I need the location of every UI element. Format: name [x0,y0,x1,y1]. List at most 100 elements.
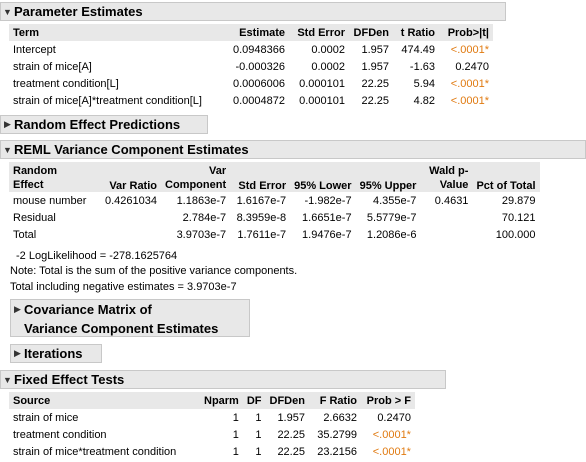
source-cell: strain of mice [13,411,79,424]
estimate-cell: 0.0004872 [233,94,285,107]
prob-cell: 0.2470 [377,411,411,424]
prob-cell: 0.2470 [455,60,489,73]
section-title: Parameter Estimates [14,4,143,19]
column-header[interactable]: Var Ratio [101,162,161,192]
column-header[interactable]: Prob > F [360,392,415,409]
reml-header[interactable]: ▼ REML Variance Component Estimates [0,140,586,159]
covariance-matrix-header[interactable]: ▶ Covariance Matrix of Variance Componen… [10,299,250,337]
dfden-cell: 1.957 [361,60,389,73]
column-header[interactable]: Prob>|t| [439,24,493,41]
table-row: strain of mice*treatment condition 1 1 2… [9,443,415,460]
parameter-estimates-table: Term Estimate Std Error DFDen t Ratio Pr… [9,24,493,109]
var-ratio-cell [101,209,161,226]
column-header[interactable]: 95% Upper [355,162,421,192]
table-row: Total 3.9703e-7 1.7611e-7 1.9476e-7 1.20… [9,226,540,243]
lower-cell: 1.9476e-7 [302,228,352,241]
t-ratio-cell: 474.49 [401,43,435,56]
table-row: Intercept 0.0948366 0.0002 1.957 474.49 … [9,41,493,58]
upper-cell: 5.5779e-7 [366,211,417,224]
term-cell: Intercept [13,43,56,56]
column-header[interactable]: Nparm [200,392,243,409]
table-row: treatment condition 1 1 22.25 35.2799 <.… [9,426,415,443]
column-header[interactable]: Source [9,392,200,409]
estimate-cell: -0.000326 [235,60,285,73]
var-ratio-cell: 0.4261034 [105,194,157,207]
section-title: Random Effect Predictions [14,117,181,132]
column-header[interactable]: DFDen [265,392,309,409]
wald-cell [420,226,472,243]
triangle-right-icon[interactable]: ▶ [4,119,11,129]
estimate-cell: 0.0006006 [233,77,285,90]
pct-cell: 29.879 [501,194,536,207]
fixed-effect-tests-header[interactable]: ▼ Fixed Effect Tests [0,370,446,389]
triangle-down-icon[interactable]: ▼ [3,374,12,385]
column-header[interactable]: Term [9,24,227,41]
var-ratio-cell [101,226,161,243]
upper-cell: 1.2086e-6 [366,228,417,241]
std-error-cell: 0.000101 [299,77,345,90]
table-header-row: Term Estimate Std Error DFDen t Ratio Pr… [9,24,493,41]
wald-cell [420,209,472,226]
df-cell: 1 [255,411,262,424]
column-header[interactable]: Wald p- Value [420,162,473,192]
lower-cell: 1.6651e-7 [302,211,352,224]
pct-cell: 70.121 [501,211,536,224]
nparm-cell: 1 [232,411,239,424]
random-effect-predictions-header[interactable]: ▶ Random Effect Predictions [0,115,208,134]
triangle-right-icon[interactable]: ▶ [14,348,21,358]
column-header[interactable]: Random Effect [9,162,101,192]
dfden-cell: 22.25 [361,77,389,90]
term-cell: treatment condition[L] [13,77,119,90]
table-row: strain of mice 1 1 1.957 2.6632 0.2470 [9,409,415,426]
fixed-effect-tests-table: Source Nparm DF DFDen F Ratio Prob > F s… [9,392,415,460]
column-header[interactable]: DFDen [349,24,393,41]
var-component-cell: 2.784e-7 [182,211,227,224]
section-title: Covariance Matrix of Variance Component … [24,300,218,338]
column-header[interactable]: Var Component [161,162,231,192]
column-header[interactable]: Std Error [230,162,291,192]
triangle-down-icon[interactable]: ▼ [3,144,12,155]
section-title: Fixed Effect Tests [14,372,125,387]
std-error-cell: 1.7611e-7 [237,228,287,241]
column-header[interactable]: Pct of Total [472,162,540,192]
f-ratio-cell: 23.2156 [317,445,357,458]
iterations-header[interactable]: ▶ Iterations [10,344,102,363]
random-effect-cell: mouse number [13,194,87,207]
column-header[interactable]: DF [242,392,266,409]
estimate-cell: 0.0948366 [233,43,285,56]
std-error-cell: 0.0002 [311,43,345,56]
std-error-cell: 0.0002 [311,60,345,73]
var-component-cell: 1.1863e-7 [176,194,227,207]
table-row: strain of mice[A]*treatment condition[L]… [9,92,493,109]
parameter-estimates-header[interactable]: ▼ Parameter Estimates [0,2,506,21]
column-header[interactable]: 95% Lower [290,162,356,192]
triangle-right-icon[interactable]: ▶ [14,304,21,314]
random-effect-cell: Residual [13,211,56,224]
dfden-cell: 22.25 [277,445,305,458]
column-header[interactable]: t Ratio [393,24,439,41]
loglikelihood-text: -2 LogLikelihood = -278.1625764 [16,250,178,262]
section-title: REML Variance Component Estimates [14,142,249,157]
triangle-down-icon[interactable]: ▼ [3,6,12,17]
t-ratio-cell: -1.63 [409,60,435,73]
dfden-cell: 22.25 [361,94,389,107]
dfden-cell: 22.25 [277,428,305,441]
header-line: Wald p- [429,165,469,177]
var-component-cell: 3.9703e-7 [176,228,227,241]
title-line: Covariance Matrix of [24,302,152,317]
prob-cell: <.0001* [450,94,489,107]
nparm-cell: 1 [232,445,239,458]
t-ratio-cell: 5.94 [413,77,435,90]
term-cell: strain of mice[A] [13,60,92,73]
nparm-cell: 1 [232,428,239,441]
random-effect-cell: Total [13,228,37,241]
prob-cell: <.0001* [372,445,411,458]
negative-estimates-text: Total including negative estimates = 3.9… [10,281,237,293]
std-error-cell: 0.000101 [299,94,345,107]
column-header[interactable]: Estimate [227,24,289,41]
header-line: Random [13,165,57,177]
lower-cell: -1.982e-7 [304,194,352,207]
column-header[interactable]: Std Error [289,24,349,41]
df-cell: 1 [255,445,262,458]
column-header[interactable]: F Ratio [308,392,361,409]
